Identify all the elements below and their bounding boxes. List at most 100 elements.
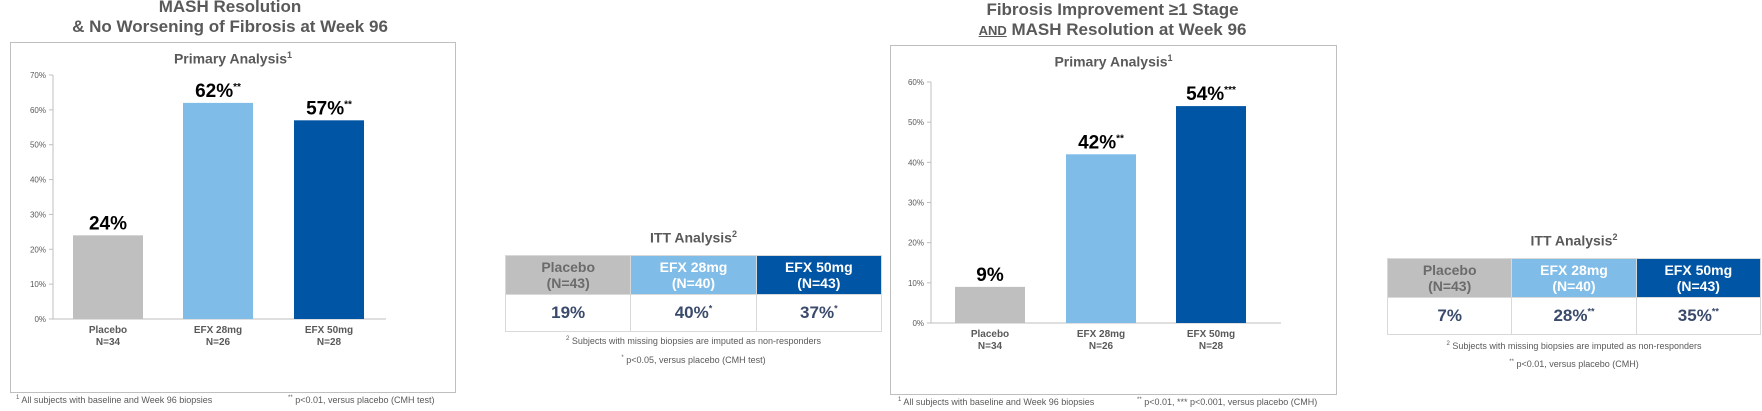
left-chart-category-label: N=28 bbox=[317, 337, 342, 348]
left-chart-y-tick-label: 0% bbox=[34, 315, 46, 324]
left-chart-y-tick-label: 20% bbox=[30, 245, 46, 254]
right-title-line2-rest: MASH Resolution at Week 96 bbox=[1006, 20, 1247, 39]
left-itt-table: Placebo (N=43) EFX 28mg (N=40) EFX 50mg … bbox=[504, 255, 883, 332]
right-itt-header-efx28-line2: (N=40) bbox=[1552, 278, 1596, 294]
right-itt-header-row: Placebo (N=43) EFX 28mg (N=40) EFX 50mg … bbox=[1386, 258, 1762, 298]
left-chart-bar bbox=[183, 102, 253, 319]
right-footnote-2-sup: ** bbox=[1137, 397, 1142, 403]
right-itt-header-placebo-line1: Placebo bbox=[1422, 262, 1477, 278]
right-footnote-1-text: All subjects with baseline and Week 96 b… bbox=[903, 397, 1095, 407]
left-itt-value-efx50: 37%* bbox=[755, 294, 883, 332]
right-chart-category-label: N=26 bbox=[1089, 341, 1114, 352]
right-panel-title: Primary Analysis1 bbox=[891, 53, 1336, 70]
left-itt-header-efx28-line2: (N=40) bbox=[671, 275, 716, 291]
left-chart-category-label: EFX 28mg bbox=[194, 325, 242, 336]
left-itt-value-efx28: 40%* bbox=[630, 294, 757, 332]
left-chart-data-label: 57%** bbox=[306, 98, 352, 119]
left-itt-header-efx28: EFX 28mg (N=40) bbox=[630, 255, 757, 295]
right-itt-value-placebo-text: 7% bbox=[1437, 306, 1462, 325]
left-chart-y-tick-label: 50% bbox=[30, 141, 46, 150]
left-chart-y-tick-label: 10% bbox=[30, 280, 46, 289]
left-footnote-1: 1 All subjects with baseline and Week 96… bbox=[16, 395, 212, 405]
right-itt-value-efx28: 28%** bbox=[1511, 297, 1637, 335]
right-chart-category-label: EFX 28mg bbox=[1077, 329, 1125, 340]
right-itt-value-placebo: 7% bbox=[1386, 297, 1513, 335]
right-panel-title-sup: 1 bbox=[1167, 53, 1173, 63]
right-itt-header-placebo: Placebo (N=43) bbox=[1386, 258, 1513, 298]
right-itt-value-efx50-sup: ** bbox=[1711, 306, 1719, 317]
left-chart-data-label: 24% bbox=[89, 213, 127, 234]
right-chart-bar bbox=[955, 286, 1025, 323]
right-chart-y-tick-label: 60% bbox=[908, 78, 924, 87]
right-itt-note-2: ** p<0.01, versus placebo (CMH) bbox=[1387, 359, 1761, 369]
right-itt-table: Placebo (N=43) EFX 28mg (N=40) EFX 50mg … bbox=[1386, 258, 1762, 335]
right-chart-y-tick-label: 10% bbox=[908, 279, 924, 288]
left-chart-bar bbox=[73, 235, 143, 319]
left-panel-title: Primary Analysis1 bbox=[11, 50, 455, 67]
right-itt-title-sup: 2 bbox=[1612, 232, 1618, 242]
right-itt-title-text: ITT Analysis bbox=[1530, 232, 1613, 249]
right-chart-data-label: 42%** bbox=[1078, 132, 1124, 153]
left-itt-header-placebo-line2: (N=43) bbox=[546, 275, 590, 291]
left-itt-value-row: 19% 40%* 37%* bbox=[504, 294, 883, 332]
left-chart-category-label: N=26 bbox=[206, 337, 231, 348]
right-title-line2: AND MASH Resolution at Week 96 bbox=[890, 20, 1335, 41]
right-chart-bar bbox=[1066, 154, 1136, 323]
right-title-line1: Fibrosis Improvement ≥1 Stage bbox=[986, 0, 1239, 19]
left-itt-value-efx28-text: 40% bbox=[674, 303, 709, 322]
right-itt-note-1-sup: 2 bbox=[1446, 341, 1450, 347]
right-primary-panel: Primary Analysis1 0% 10% 20% 30% 40% 50% 60% 9%… bbox=[890, 45, 1337, 395]
right-footnote-1: 1 All subjects with baseline and Week 96… bbox=[898, 397, 1094, 407]
left-footnote-1-text: All subjects with baseline and Week 96 b… bbox=[21, 395, 213, 405]
left-chart-bar bbox=[294, 120, 364, 319]
left-itt-note-2-sup: * bbox=[621, 355, 624, 361]
left-chart-category-label: EFX 50mg bbox=[305, 325, 353, 336]
right-itt-value-efx50-text: 35% bbox=[1677, 306, 1712, 325]
right-itt-note-1: 2 Subjects with missing biopsies are imp… bbox=[1387, 341, 1761, 351]
right-chart-category-label: N=34 bbox=[978, 341, 1003, 352]
left-primary-panel: Primary Analysis1 0% 10% 20% 30% 40% 50% 60% 70… bbox=[10, 42, 456, 393]
right-footnote-1-sup: 1 bbox=[898, 397, 902, 403]
left-chart-y-tick-label: 60% bbox=[30, 106, 46, 115]
left-panel-title-sup: 1 bbox=[287, 50, 293, 60]
right-chart-title: Fibrosis Improvement ≥1 Stage AND MASH R… bbox=[890, 0, 1335, 41]
right-chart-data-label: 9% bbox=[976, 265, 1004, 286]
left-itt-note-2-text: p<0.05, versus placebo (CMH test) bbox=[626, 355, 766, 365]
right-chart-y-tick-label: 20% bbox=[908, 239, 924, 248]
right-itt-header-efx50-line2: (N=43) bbox=[1676, 278, 1720, 294]
left-footnote-2-text: p<0.01, versus placebo (CMH test) bbox=[295, 395, 435, 405]
left-itt-title-text: ITT Analysis bbox=[650, 229, 732, 246]
left-chart-data-label: 62%** bbox=[195, 81, 241, 102]
left-itt-header-efx50-line1: EFX 50mg bbox=[784, 259, 853, 275]
right-chart-bar bbox=[1176, 106, 1246, 323]
right-itt-value-efx28-sup: ** bbox=[1587, 306, 1595, 317]
left-itt-header-efx50-line2: (N=43) bbox=[797, 275, 841, 291]
left-itt-header-placebo-line1: Placebo bbox=[541, 259, 596, 275]
right-itt-header-efx28: EFX 28mg (N=40) bbox=[1511, 258, 1637, 298]
left-itt-header-row: Placebo (N=43) EFX 28mg (N=40) EFX 50mg … bbox=[504, 255, 883, 295]
left-chart-category-label: Placebo bbox=[89, 325, 127, 336]
left-itt-header-placebo: Placebo (N=43) bbox=[504, 255, 632, 295]
right-itt-title: ITT Analysis2 bbox=[1387, 232, 1761, 249]
right-itt-value-efx28-text: 28% bbox=[1553, 306, 1588, 325]
left-chart-y-tick-label: 40% bbox=[30, 176, 46, 185]
left-itt-value-efx50-text: 37% bbox=[800, 303, 835, 322]
left-footnote-2: ** p<0.01, versus placebo (CMH test) bbox=[288, 395, 435, 405]
left-itt-header-efx50: EFX 50mg (N=43) bbox=[755, 255, 883, 295]
left-panel-title-text: Primary Analysis bbox=[173, 50, 288, 67]
left-itt-note-1: 2 Subjects with missing biopsies are imp… bbox=[505, 336, 882, 346]
right-chart-y-tick-label: 40% bbox=[908, 158, 924, 167]
right-itt-note-2-text: p<0.01, versus placebo (CMH) bbox=[1516, 359, 1639, 369]
right-chart-category-label: Placebo bbox=[971, 329, 1009, 340]
right-chart-y-tick-label: 0% bbox=[912, 319, 924, 328]
left-itt-title: ITT Analysis2 bbox=[505, 229, 882, 246]
right-chart-category-label: N=28 bbox=[1199, 341, 1224, 352]
left-itt-header-efx28-line1: EFX 28mg bbox=[659, 259, 728, 275]
right-chart-y-tick-label: 50% bbox=[908, 118, 924, 127]
right-footnote-2-text: p<0.01, *** p<0.001, versus placebo (CMH… bbox=[1144, 397, 1318, 407]
left-title-line1: MASH Resolution bbox=[158, 0, 302, 16]
right-itt-header-placebo-line2: (N=43) bbox=[1428, 278, 1472, 294]
left-chart-y-tick-label: 30% bbox=[30, 210, 46, 219]
